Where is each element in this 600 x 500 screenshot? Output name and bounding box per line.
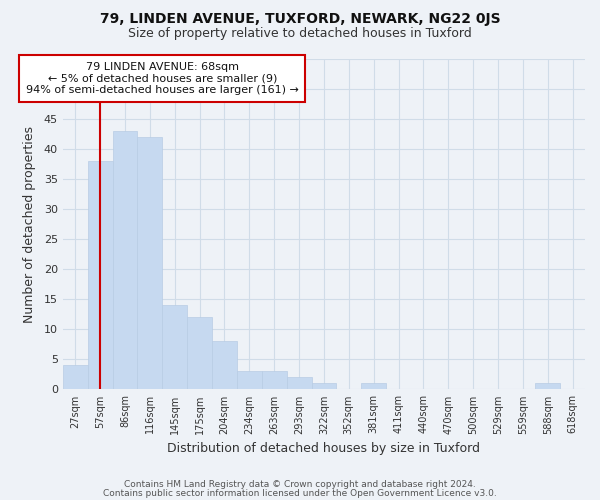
- Bar: [137, 137, 163, 390]
- Bar: [212, 342, 237, 390]
- Text: Size of property relative to detached houses in Tuxford: Size of property relative to detached ho…: [128, 28, 472, 40]
- Y-axis label: Number of detached properties: Number of detached properties: [23, 126, 35, 322]
- Text: Contains public sector information licensed under the Open Government Licence v3: Contains public sector information licen…: [103, 488, 497, 498]
- Bar: [535, 384, 560, 390]
- Bar: [187, 318, 212, 390]
- Bar: [88, 161, 113, 390]
- Text: 79, LINDEN AVENUE, TUXFORD, NEWARK, NG22 0JS: 79, LINDEN AVENUE, TUXFORD, NEWARK, NG22…: [100, 12, 500, 26]
- Text: Contains HM Land Registry data © Crown copyright and database right 2024.: Contains HM Land Registry data © Crown c…: [124, 480, 476, 489]
- Bar: [287, 378, 311, 390]
- Bar: [262, 372, 287, 390]
- Bar: [237, 372, 262, 390]
- Bar: [361, 384, 386, 390]
- Bar: [311, 384, 337, 390]
- Bar: [63, 366, 88, 390]
- Bar: [113, 131, 137, 390]
- X-axis label: Distribution of detached houses by size in Tuxford: Distribution of detached houses by size …: [167, 442, 481, 455]
- Bar: [163, 306, 187, 390]
- Text: 79 LINDEN AVENUE: 68sqm
← 5% of detached houses are smaller (9)
94% of semi-deta: 79 LINDEN AVENUE: 68sqm ← 5% of detached…: [26, 62, 299, 95]
